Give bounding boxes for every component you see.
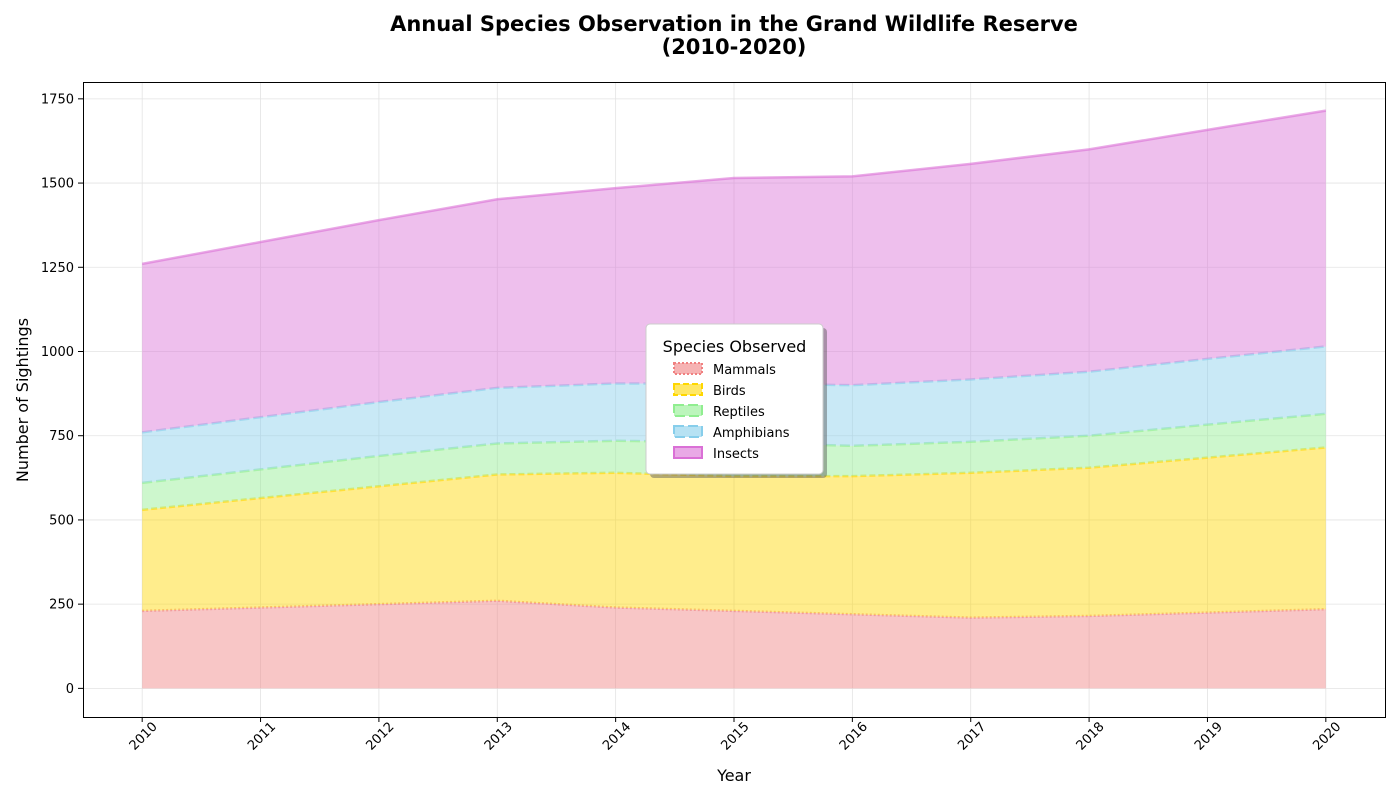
y-tick-label: 750 — [49, 429, 74, 444]
y-tick-label: 250 — [49, 598, 74, 613]
x-tick-label: 2013 — [482, 720, 516, 754]
legend-label-birds: Birds — [713, 384, 746, 399]
x-tick-label: 2018 — [1074, 720, 1108, 754]
area-insects — [142, 110, 1326, 433]
x-tick-label: 2011 — [245, 720, 279, 754]
legend-swatch-mammals — [673, 362, 703, 375]
legend-title: Species Observed — [663, 337, 807, 356]
line-birds — [142, 446, 1326, 512]
legend-swatch-birds — [673, 383, 703, 396]
legend-swatch-insects — [673, 446, 703, 459]
y-tick-label: 500 — [49, 513, 74, 528]
x-tick-label: 2019 — [1192, 720, 1226, 754]
legend-label-reptiles: Reptiles — [713, 405, 765, 420]
line-mammals — [142, 599, 1326, 619]
y-tick-label: 1000 — [41, 345, 74, 360]
x-tick-label: 2016 — [837, 720, 871, 754]
x-tick-label: 2010 — [127, 720, 161, 754]
legend-swatch-reptiles — [673, 404, 703, 417]
legend-items: Mammals Birds Reptiles Amphibians Insects — [673, 362, 790, 462]
y-tick-label: 1500 — [41, 177, 74, 192]
chart-title-line-1: Annual Species Observation in the Grand … — [390, 12, 1078, 36]
legend-swatch-amphibians — [673, 425, 703, 438]
x-tick-label: 2014 — [600, 720, 634, 754]
line-insects — [141, 109, 1327, 266]
legend-label-amphibians: Amphibians — [713, 426, 790, 441]
area-birds — [142, 447, 1326, 618]
y-tick-label: 0 — [66, 682, 74, 697]
x-axis-label: Year — [716, 766, 751, 785]
legend-label-insects: Insects — [713, 447, 759, 462]
legend-label-mammals: Mammals — [713, 363, 776, 378]
y-tick-label: 1250 — [41, 261, 74, 276]
x-tick-label: 2017 — [955, 720, 989, 754]
legend: Species Observed Mammals Birds Reptiles Amp… — [645, 323, 827, 478]
x-tick-label: 2012 — [363, 720, 397, 754]
x-tick-label: 2015 — [719, 720, 753, 754]
area-mammals — [142, 600, 1326, 689]
chart-title-line-2: (2010-2020) — [662, 35, 807, 59]
x-tick-label: 2020 — [1310, 720, 1344, 754]
y-axis-label: Number of Sightings — [13, 318, 32, 482]
y-tick-label: 1750 — [41, 92, 74, 107]
